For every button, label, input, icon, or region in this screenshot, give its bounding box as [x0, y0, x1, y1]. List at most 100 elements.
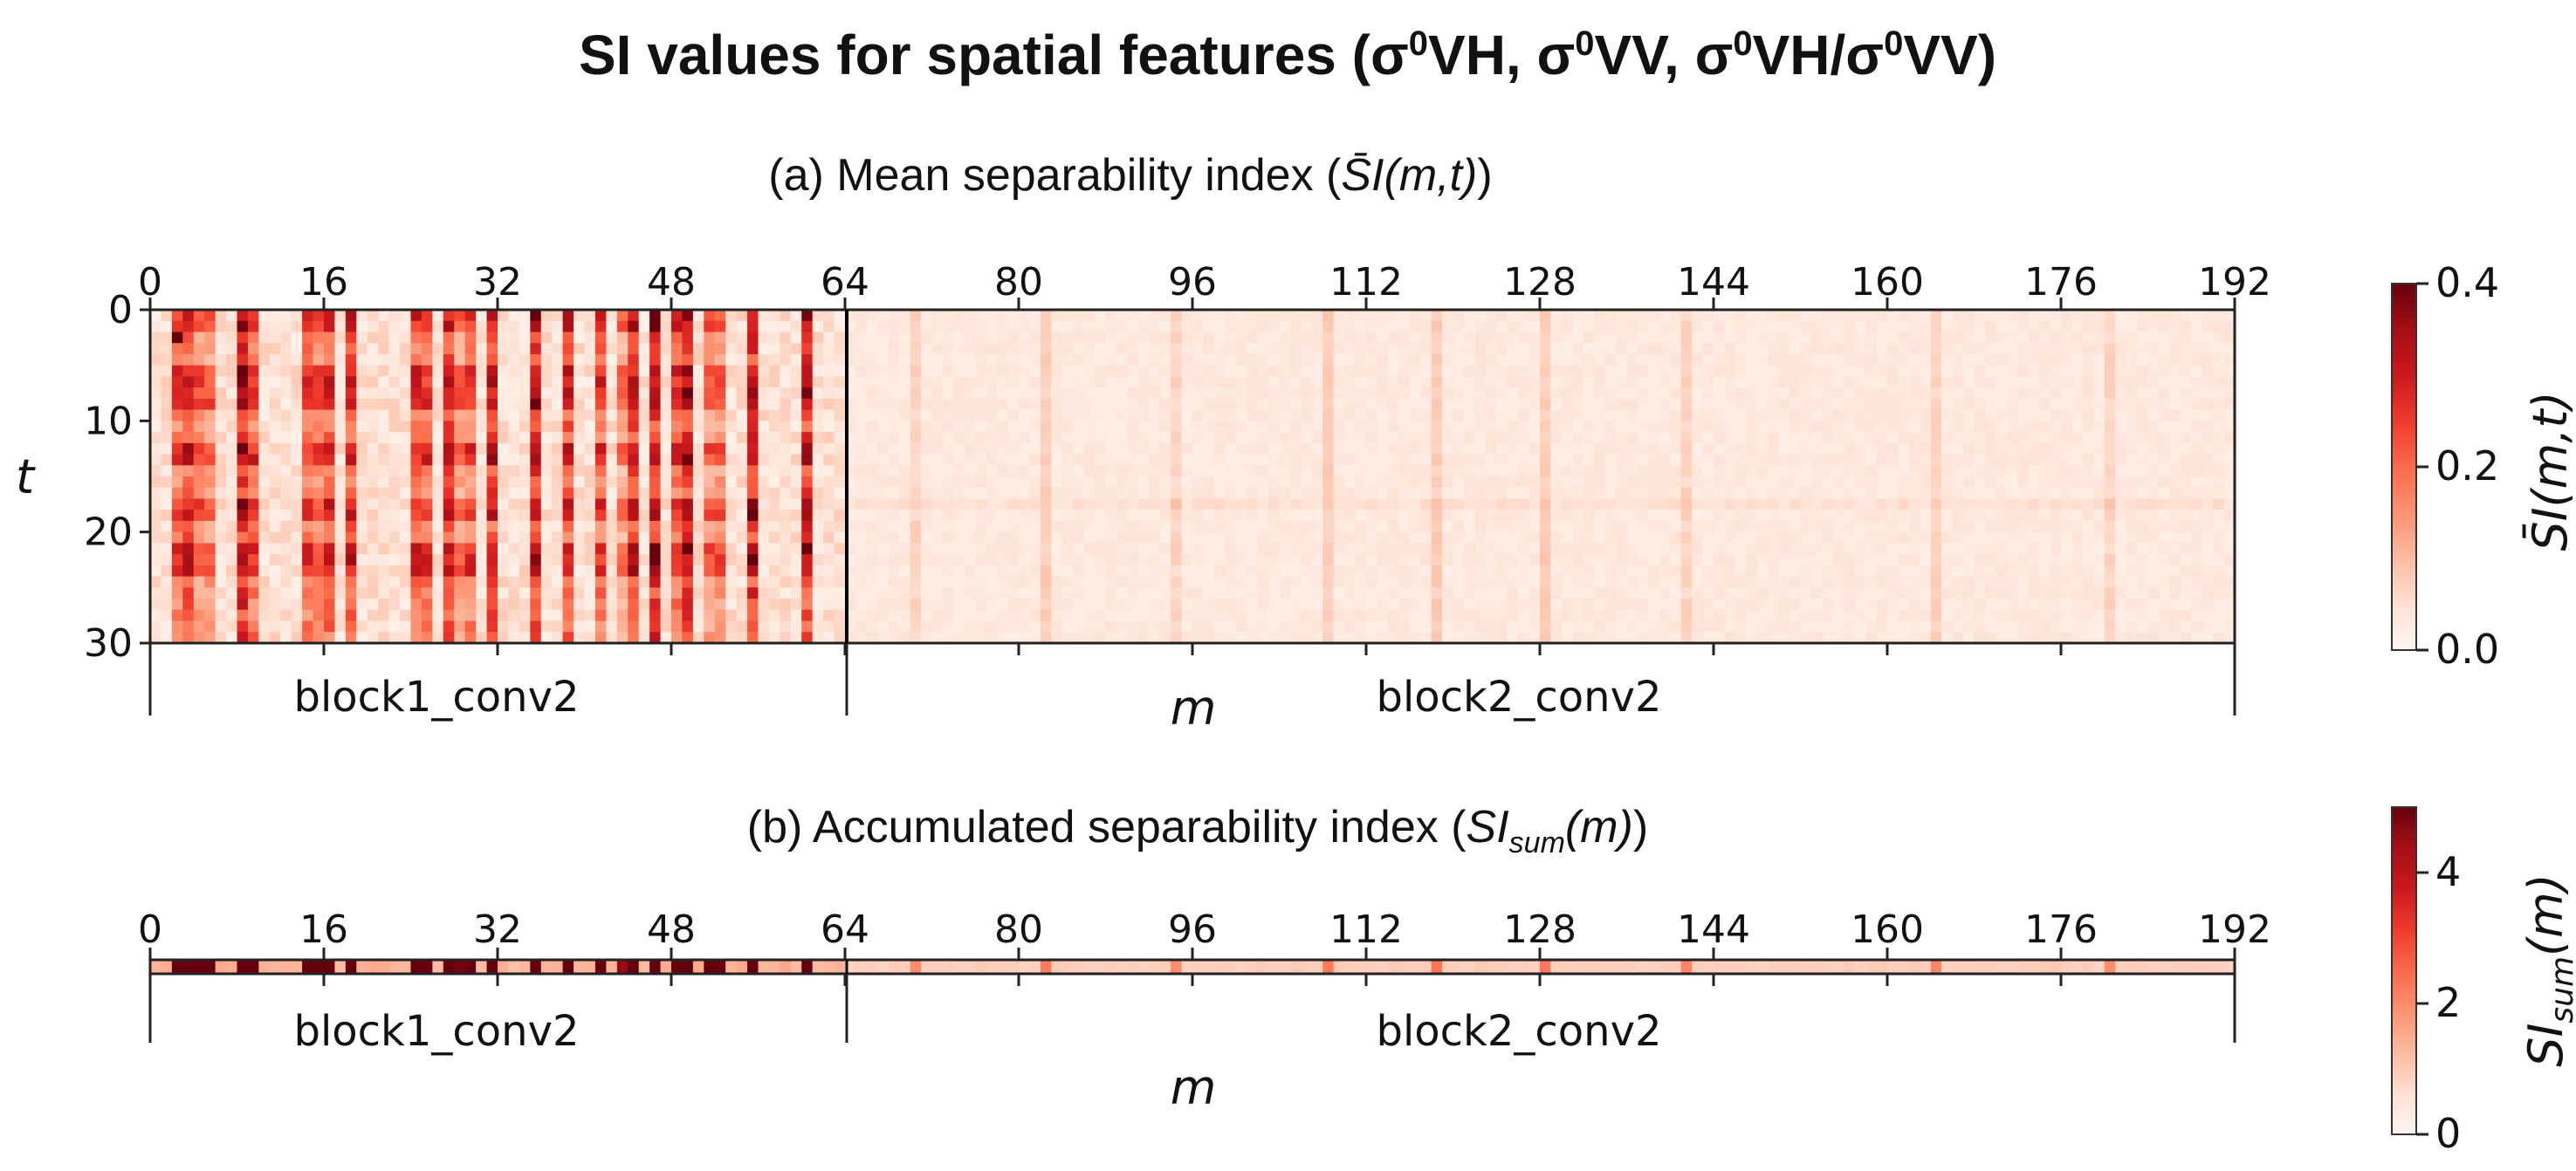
heatmap-a-cell	[508, 442, 520, 455]
heatmap-a-cell	[975, 576, 987, 588]
heatmap-a-cell	[2071, 576, 2084, 588]
heatmap-a-cell	[2017, 476, 2030, 489]
heatmap-a-cell	[1225, 442, 1237, 455]
heatmap-a-cell	[1431, 543, 1443, 555]
heatmap-a-cell	[1083, 454, 1096, 466]
heatmap-a-cell	[1528, 442, 1541, 455]
heatmap-a-cell	[1289, 353, 1302, 366]
heatmap-a-cell	[2104, 554, 2116, 566]
heatmap-a-cell	[2071, 442, 2084, 455]
heatmap-a-cell	[1702, 454, 1714, 466]
heatmap-a-cell	[1442, 554, 1454, 566]
heatmap-a-cell	[801, 543, 814, 555]
heatmap-a-cell	[476, 421, 488, 433]
heatmap-a-cell	[616, 476, 629, 489]
heatmap-a-cell	[1247, 498, 1259, 510]
heatmap-a-cell	[812, 454, 824, 466]
heatmap-a-cell	[910, 310, 922, 322]
heatmap-a-cell	[2082, 510, 2094, 522]
heatmap-a-cell	[1735, 432, 1747, 444]
heatmap-a-cell	[530, 487, 542, 500]
heatmap-a-cell	[1116, 565, 1128, 578]
heatmap-a-cell	[1485, 454, 1497, 466]
heatmap-a-cell	[1952, 310, 1964, 322]
heatmap-a-cell	[1604, 332, 1617, 344]
heatmap-a-cell	[768, 465, 780, 477]
heatmap-a-cell	[953, 332, 965, 344]
heatmap-a-cell	[1095, 543, 1107, 555]
heatmap-a-cell	[1171, 409, 1183, 421]
heatmap-a-cell	[1279, 409, 1291, 421]
heatmap-a-cell	[2126, 387, 2138, 400]
heatmap-a-cell	[758, 587, 770, 599]
heatmap-a-cell	[508, 353, 520, 366]
heatmap-a-cell	[1279, 587, 1291, 599]
heatmap-a-cell	[1073, 409, 1085, 421]
heatmap-a-cell	[1181, 510, 1193, 522]
heatmap-a-cell	[226, 465, 238, 477]
heatmap-a-cell	[1333, 487, 1345, 500]
heatmap-a-cell	[1116, 353, 1128, 366]
heatmap-a-cell	[1963, 398, 1975, 411]
heatmap-a-cell	[1756, 421, 1769, 433]
heatmap-a-cell	[247, 320, 259, 333]
heatmap-a-cell	[2061, 465, 2073, 477]
heatmap-a-cell	[725, 510, 738, 522]
heatmap-a-cell	[1930, 442, 1942, 455]
heatmap-a-cell	[2180, 332, 2192, 344]
heatmap-a-cell	[1431, 332, 1443, 344]
heatmap-a-cell	[1127, 587, 1139, 599]
heatmap-a-cell	[1409, 587, 1421, 599]
heatmap-a-cell	[193, 343, 205, 355]
heatmap-a-cell	[1670, 531, 1682, 544]
heatmap-a-cell	[1540, 387, 1552, 400]
heatmap-a-cell	[594, 320, 607, 333]
heatmap-a-cell	[258, 543, 271, 555]
heatmap-a-cell	[649, 421, 662, 433]
heatmap-a-cell	[1854, 543, 1866, 555]
heatmap-a-cell	[768, 520, 780, 533]
heatmap-a-cell	[2191, 498, 2203, 510]
heatmap-a-cell	[2017, 365, 2030, 377]
heatmap-a-cell	[171, 376, 183, 388]
heatmap-a-cell	[692, 398, 704, 411]
heatmap-a-cell	[1778, 576, 1790, 588]
heatmap-a-cell	[660, 543, 672, 555]
heatmap-a-cell	[714, 442, 726, 455]
heatmap-a-cell	[1810, 465, 1823, 477]
heatmap-a-cell	[2093, 332, 2105, 344]
heatmap-a-cell	[953, 476, 965, 489]
heatmap-a-cell	[1616, 476, 1628, 489]
heatmap-a-cell	[1409, 565, 1421, 578]
heatmap-a-cell	[2017, 343, 2030, 355]
heatmap-a-cell	[638, 554, 650, 566]
heatmap-a-cell	[1203, 421, 1215, 433]
heatmap-a-cell	[2169, 343, 2181, 355]
heatmap-a-cell	[747, 465, 759, 477]
heatmap-a-cell	[378, 576, 390, 588]
heatmap-a-cell	[682, 320, 694, 333]
heatmap-a-cell	[1996, 531, 2008, 544]
heatmap-a-cell	[1289, 409, 1302, 421]
heatmap-a-cell	[1941, 554, 1954, 566]
heatmap-a-cell	[704, 554, 716, 566]
heatmap-a-cell	[986, 498, 998, 510]
heatmap-a-cell	[1377, 387, 1389, 400]
heatmap-a-cell	[1420, 510, 1432, 522]
heatmap-a-cell	[2050, 432, 2062, 444]
heatmap-a-cell	[1963, 554, 1975, 566]
heatmap-a-cell	[1366, 365, 1378, 377]
heatmap-a-cell	[2191, 520, 2203, 533]
heatmap-a-cell	[2213, 310, 2225, 322]
heatmap-a-cell	[2028, 487, 2040, 500]
heatmap-a-cell	[1540, 409, 1552, 421]
heatmap-a-cell	[812, 554, 824, 566]
heatmap-a-cell	[1908, 498, 1920, 510]
heatmap-a-cell	[1756, 320, 1769, 333]
heatmap-a-cell	[1029, 365, 1041, 377]
heatmap-a-cell	[1095, 365, 1107, 377]
heatmap-a-cell	[866, 520, 878, 533]
heatmap-a-cell	[1561, 576, 1573, 588]
heatmap-a-cell	[1029, 531, 1041, 544]
heatmap-a-cell	[1941, 565, 1954, 578]
